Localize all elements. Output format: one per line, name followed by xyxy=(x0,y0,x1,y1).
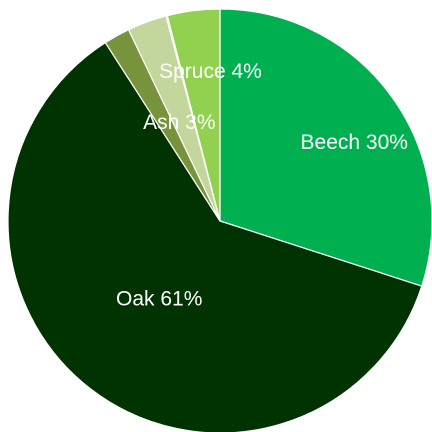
pie-label-ash: Ash 3% xyxy=(143,111,215,134)
pie-label-beech: Beech 30% xyxy=(301,131,408,154)
pie-labels: Beech 30% Oak 61% Ash 3% Spruce 4% xyxy=(116,60,408,310)
pie-slices xyxy=(7,8,432,432)
pie-label-spruce: Spruce 4% xyxy=(159,60,262,83)
pie-slice-spruce xyxy=(166,8,221,222)
pie-slice-oak xyxy=(7,41,423,432)
pie-slice-beech xyxy=(219,8,432,287)
pie-label-oak: Oak 61% xyxy=(116,288,202,311)
